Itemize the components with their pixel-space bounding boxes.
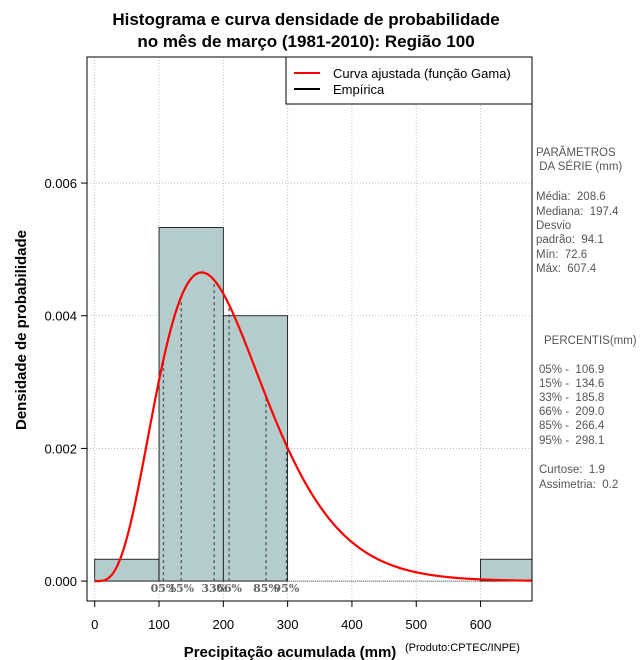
y-tick-label: 0.000 [44, 574, 77, 589]
legend: Curva ajustada (função Gama) Empírica [285, 56, 533, 105]
y-tick-label: 0.004 [44, 309, 77, 324]
percentil-05: 05% - 106.9 [539, 364, 604, 376]
chart-title-line-2: no mês de março (1981-2010): Região 100 [137, 32, 474, 51]
stat-skewness: Assimetria: 0.2 [539, 479, 618, 491]
param-stddev-2: padrão: 94.1 [536, 234, 604, 246]
y-tick-label: 0.006 [44, 176, 77, 191]
percentile-label: 85% [253, 582, 279, 595]
x-tick-label: 600 [470, 617, 492, 632]
x-tick-label: 500 [405, 617, 427, 632]
legend-label-fit: Curva ajustada (função Gama) [333, 66, 511, 81]
percentile-labels: 05%15% 33%66% 85%95% [151, 582, 300, 595]
y-tick-label: 0.002 [44, 441, 77, 456]
gamma-curve-layer [94, 271, 533, 583]
y-axis-label: Densidade de probabilidade [13, 230, 30, 430]
param-mean: Média: 208.6 [536, 191, 606, 203]
params-title-2: DA SÉRIE (mm) [536, 160, 622, 173]
param-max: Máx: 607.4 [536, 263, 597, 275]
percentil-15: 15% - 134.6 [539, 378, 604, 390]
percentile-label: 15% [168, 582, 194, 595]
percentil-85: 85% - 266.4 [539, 420, 605, 432]
plot-frame [86, 56, 533, 602]
series-stats-panel: PARÂMETROS DA SÉRIE (mm) Média: 208.6 Me… [536, 146, 637, 491]
chart-title: Histograma e curva densidade de probabil… [112, 10, 499, 51]
x-tick-label: 200 [212, 617, 234, 632]
param-median: Mediana: 197.4 [536, 206, 619, 218]
y-axis: 0.000 0.002 0.004 0.006 [44, 176, 87, 589]
x-axis-label: Precipitação acumulada (mm) [184, 644, 397, 660]
x-tick-label: 300 [277, 617, 299, 632]
x-tick-label: 400 [341, 617, 363, 632]
histogram-bar [94, 558, 160, 582]
histogram-bars [94, 227, 533, 582]
x-tick-label: 100 [148, 617, 170, 632]
histogram-bar [480, 558, 533, 582]
percentile-lines [162, 280, 288, 582]
percentil-95: 95% - 298.1 [539, 435, 604, 447]
param-min: Mín: 72.6 [536, 249, 587, 261]
stat-kurtosis: Curtose: 1.9 [539, 464, 605, 476]
x-axis: 0 100 200 300 400 500 600 [91, 601, 491, 632]
source-note: (Produto:CPTEC/INPE) [405, 642, 520, 654]
grid-lines [87, 57, 532, 601]
percentis-title: PERCENTIS(mm) [544, 335, 637, 347]
percentile-label: 95% [274, 582, 300, 595]
percentil-66: 66% - 209.0 [539, 406, 604, 418]
percentile-label: 05% [151, 582, 177, 595]
x-tick-label: 0 [91, 617, 98, 632]
param-stddev-1: Desvio [536, 220, 571, 232]
legend-box [285, 56, 533, 105]
chart-title-line-1: Histograma e curva densidade de probabil… [112, 10, 499, 29]
params-title-1: PARÂMETROS [536, 146, 616, 159]
percentil-33: 33% - 185.8 [539, 392, 604, 404]
percentile-label: 66% [216, 582, 242, 595]
legend-label-empirical: Empírica [333, 82, 385, 97]
histogram-bar [222, 315, 289, 582]
gamma-fit-curve [94, 271, 533, 583]
percentile-label: 33% [201, 582, 227, 595]
